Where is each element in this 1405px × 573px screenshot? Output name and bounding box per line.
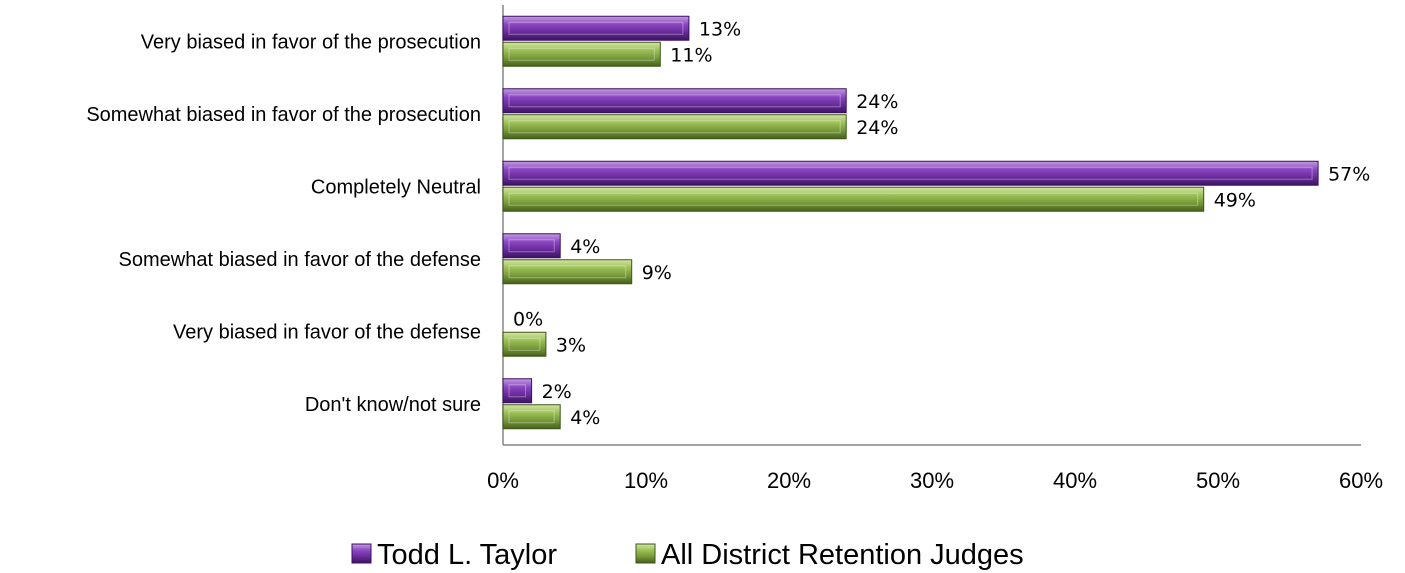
- bar-bevel: [508, 94, 841, 108]
- data-label: 13%: [699, 18, 741, 40]
- data-labels: 13% 11% 24% 24% 57% 49% 4% 9% 0% 3% 2% 4%: [513, 18, 1370, 429]
- data-label: 3%: [556, 334, 586, 356]
- data-label: 24%: [856, 91, 898, 113]
- x-tick-label: 30%: [910, 468, 954, 493]
- chart-axes: [502, 5, 1361, 446]
- bar-body: [502, 233, 561, 259]
- legend-swatch: [351, 543, 372, 564]
- bar-bevel: [508, 384, 527, 398]
- bar: [502, 259, 633, 285]
- bar-bevel: [508, 239, 555, 253]
- category-label: Somewhat biased in favor of the defense: [119, 249, 481, 271]
- data-label: 4%: [570, 236, 600, 258]
- bar-body: [502, 404, 561, 430]
- data-label: 11%: [670, 44, 712, 66]
- bar-body: [502, 15, 690, 41]
- bar: [502, 186, 1205, 212]
- category-label: Completely Neutral: [311, 176, 481, 198]
- legend-item: All District Retention Judges: [635, 539, 1024, 571]
- bar: [502, 233, 561, 259]
- x-tick-label: 20%: [767, 468, 811, 493]
- bar-body: [502, 331, 547, 357]
- legend-label: Todd L. Taylor: [377, 539, 557, 571]
- legend-item: Todd L. Taylor: [351, 539, 557, 571]
- data-label: 2%: [542, 381, 572, 403]
- bar-bevel: [508, 337, 541, 351]
- bar-body: [502, 88, 847, 114]
- legend: Todd L. Taylor All District Retention Jud…: [351, 539, 1024, 571]
- bar-body: [502, 259, 633, 285]
- data-label: 0%: [513, 308, 543, 330]
- bar-body: [502, 378, 533, 404]
- bar-bevel: [508, 166, 1313, 180]
- bar: [502, 378, 533, 404]
- legend-label: All District Retention Judges: [661, 539, 1024, 571]
- bar-body: [502, 186, 1205, 212]
- x-tick-label: 60%: [1339, 468, 1383, 493]
- category-label: Very biased in favor of the prosecution: [141, 31, 481, 53]
- bar: [502, 88, 847, 114]
- bar: [502, 114, 847, 140]
- bar-bevel: [508, 192, 1199, 206]
- bar: [502, 331, 547, 357]
- legend-swatch: [635, 543, 656, 564]
- data-label: 4%: [570, 407, 600, 429]
- bar: [502, 41, 661, 67]
- x-tick-label: 10%: [624, 468, 668, 493]
- bar-body: [502, 114, 847, 140]
- bar-body: [502, 41, 661, 67]
- bar-bevel: [508, 21, 684, 35]
- category-label: Somewhat biased in favor of the prosecut…: [86, 104, 481, 126]
- data-label: 24%: [856, 117, 898, 139]
- x-tick-label: 0%: [487, 468, 519, 493]
- category-label: Don't know/not sure: [305, 394, 481, 416]
- category-label: Very biased in favor of the defense: [173, 321, 481, 343]
- x-tick-label: 50%: [1196, 468, 1240, 493]
- bar: [502, 404, 561, 430]
- bar-bevel: [508, 120, 841, 134]
- bars: [502, 15, 1319, 430]
- data-label: 9%: [642, 262, 672, 284]
- category-labels: Very biased in favor of the prosecution S…: [86, 31, 481, 416]
- bar: [502, 15, 690, 41]
- data-label: 49%: [1214, 189, 1256, 211]
- data-label: 57%: [1328, 163, 1370, 185]
- bar: [502, 160, 1319, 186]
- x-tick-label: 40%: [1053, 468, 1097, 493]
- bar-bevel: [508, 410, 555, 424]
- bar-bevel: [508, 47, 655, 61]
- x-axis-tick-labels: 0% 10% 20% 30% 40% 50% 60%: [487, 468, 1383, 493]
- bar-body: [502, 160, 1319, 186]
- bar-bevel: [508, 265, 627, 279]
